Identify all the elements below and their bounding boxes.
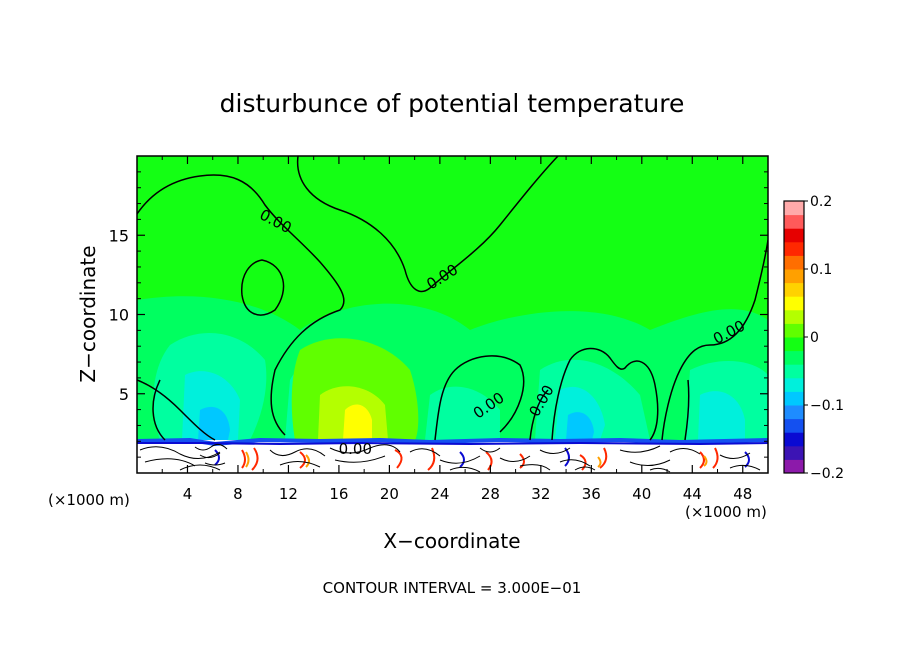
- colorbar-swatch: [784, 214, 804, 229]
- contour-line: [479, 447, 551, 471]
- colorbar-swatch: [784, 445, 804, 460]
- contour-line: [137, 379, 216, 441]
- contour-interval: CONTOUR INTERVAL = 3.000E−01: [323, 579, 582, 597]
- warm-eddy: [597, 455, 708, 468]
- colorbar-swatch: [784, 377, 804, 392]
- colorbar-swatch: [784, 432, 804, 447]
- zero-contours: [137, 156, 768, 441]
- y-tick-label: 15: [109, 226, 129, 245]
- contour-line: [139, 446, 221, 471]
- contour-line: [152, 379, 166, 441]
- contour-line: [529, 389, 549, 441]
- contour-label: 0.00: [339, 440, 372, 458]
- x-tick-label: 32: [531, 485, 550, 503]
- contour-line: [684, 379, 690, 441]
- colorbar-swatch: [784, 337, 804, 352]
- x-tick-label: 48: [733, 485, 752, 503]
- contour-line: [329, 444, 401, 463]
- anomaly-region: [566, 412, 594, 440]
- contour-line: [669, 448, 761, 471]
- boundary-layer-top: [137, 441, 768, 446]
- colorbar-tick-label: 0.2: [810, 194, 832, 210]
- x-axis-label: X−coordinate: [383, 529, 520, 553]
- warm-eddy: [579, 447, 608, 471]
- y-tick-label: 10: [109, 306, 129, 325]
- warm-eddy: [699, 447, 719, 469]
- colorbar-tick-label: −0.1: [810, 398, 844, 414]
- x-axis: 4 8 12 16 20 24 28 32 36 40 44 48: [161, 156, 752, 503]
- colorbar-swatch: [784, 418, 804, 433]
- anomaly-layers: [137, 296, 768, 473]
- warm-eddy: [485, 451, 525, 471]
- contour-line: [619, 445, 671, 473]
- x-tick-label: 12: [279, 485, 298, 503]
- x-tick-label: 4: [183, 485, 193, 503]
- contour-line: [661, 239, 768, 441]
- anomaly-region: [343, 404, 372, 440]
- chart-title: disturbunce of potential temperature: [220, 89, 685, 118]
- y-axis: 5 10 15: [109, 171, 768, 458]
- contour-line: [296, 156, 559, 293]
- y-tick-label: 5: [119, 385, 129, 404]
- contour-line: [194, 443, 228, 466]
- contour-line: [539, 447, 596, 471]
- warm-eddy: [245, 451, 310, 468]
- colorbar-swatch: [784, 228, 804, 243]
- colorbar-tick-label: −0.2: [810, 466, 844, 482]
- contour-line: [241, 259, 285, 316]
- cool-eddy: [214, 447, 750, 468]
- anomaly-region: [425, 386, 500, 440]
- colorbar-tick-label: 0.1: [810, 262, 832, 278]
- anomaly-region: [198, 406, 230, 440]
- colorbar-swatch: [784, 364, 804, 379]
- contour-line: [551, 347, 659, 441]
- x-tick-label: 28: [481, 485, 500, 503]
- x-tick-label: 16: [329, 485, 348, 503]
- x-tick-label: 8: [233, 485, 243, 503]
- x-tick-label: 36: [582, 485, 601, 503]
- colorbar-swatch: [784, 296, 804, 311]
- colorbar-swatch: [784, 309, 804, 324]
- colorbar-tick-label: 0: [810, 330, 819, 346]
- y-axis-label: Z−coordinate: [76, 245, 100, 382]
- colorbar-swatch: [784, 241, 804, 256]
- x-tick-label: 44: [683, 485, 702, 503]
- contour-line: [409, 448, 481, 473]
- x-unit-right: (×1000 m): [685, 503, 767, 521]
- colorbar-swatch: [784, 201, 804, 216]
- boundary-layer-base: [137, 440, 768, 473]
- boundary-layer-contours: [139, 443, 761, 473]
- anomaly-region: [698, 391, 745, 440]
- colorbar-swatch: [784, 405, 804, 420]
- boundary-layer: [137, 437, 768, 473]
- warm-eddy: [394, 447, 436, 471]
- colorbar-swatch: [784, 269, 804, 284]
- x-tick-label: 20: [380, 485, 399, 503]
- x-tick-label: 40: [632, 485, 651, 503]
- colorbar: 0.2 0.1 0 −0.1 −0.2: [783, 194, 844, 482]
- contour-line: [434, 355, 525, 441]
- colorbar-swatch: [784, 459, 804, 474]
- colorbar-swatch: [784, 391, 804, 406]
- contour-line: [137, 174, 345, 436]
- colorbar-swatch: [784, 282, 804, 297]
- boundary-layer-eddies: [214, 447, 750, 471]
- warm-eddy: [241, 447, 306, 471]
- x-unit-left: (×1000 m): [48, 491, 130, 509]
- x-tick-label: 24: [430, 485, 449, 503]
- colorbar-swatch: [784, 350, 804, 365]
- colorbar-swatch: [784, 255, 804, 270]
- colorbar-swatch: [784, 323, 804, 338]
- contour-line: [269, 448, 326, 468]
- plot-area: 0.000.000.000.00 0.000.00: [137, 156, 768, 473]
